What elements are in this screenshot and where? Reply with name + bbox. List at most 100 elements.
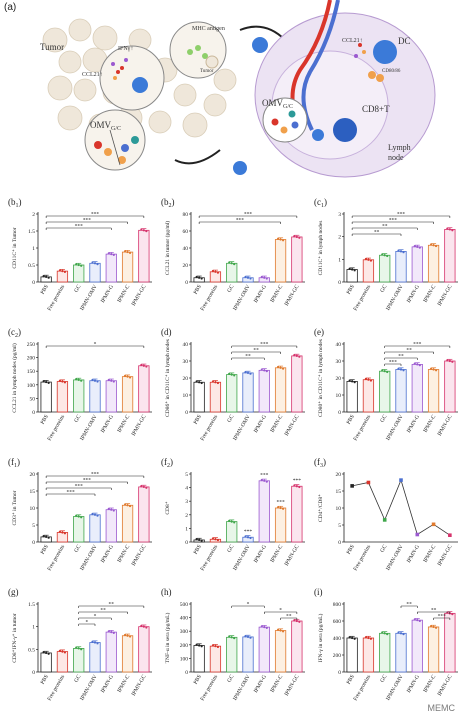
y-tick-label: 800 <box>333 602 342 608</box>
y-tick-label: 15 <box>30 489 36 495</box>
y-tick-label: 1 <box>185 526 188 532</box>
y-tick-label: 0 <box>32 280 35 286</box>
x-tick-label: IPMN-G <box>253 414 268 434</box>
bar <box>89 514 101 543</box>
data-point <box>80 379 83 382</box>
bar <box>274 630 287 673</box>
data-point <box>260 275 263 279</box>
significance-label: *** <box>276 500 285 506</box>
data-point <box>195 643 198 646</box>
line-point <box>431 522 436 527</box>
data-point <box>198 381 201 384</box>
data-point <box>279 629 282 632</box>
data-point <box>249 536 252 540</box>
data-point <box>42 275 45 278</box>
data-point <box>126 634 129 637</box>
y-tick-label: 400 <box>333 636 342 642</box>
x-tick-label: PBS <box>40 544 50 555</box>
y-axis-label: CD3⁺ in Tumor <box>11 490 18 525</box>
data-point <box>211 269 215 273</box>
data-point <box>112 380 115 383</box>
bar <box>209 381 222 413</box>
y-tick-label: 500 <box>180 602 189 608</box>
data-point <box>281 367 285 370</box>
data-point <box>110 379 113 382</box>
data-point <box>279 366 282 369</box>
bar <box>56 651 69 673</box>
data-point <box>413 244 416 248</box>
x-tick-label: GC <box>379 414 388 424</box>
data-point <box>353 637 356 640</box>
data-point <box>47 652 50 655</box>
data-point <box>80 264 83 267</box>
data-point <box>214 645 217 648</box>
data-point <box>110 631 113 634</box>
panel-label-e: (e) <box>314 327 324 337</box>
data-point <box>142 485 145 489</box>
bar <box>411 246 423 283</box>
bar <box>362 637 375 673</box>
data-point <box>47 536 50 539</box>
data-point <box>369 259 373 262</box>
data-point <box>418 364 421 367</box>
data-point <box>364 636 368 639</box>
data-point <box>281 507 285 510</box>
x-tick-label: PBS <box>40 284 50 295</box>
y-tick-label: 30 <box>183 359 189 365</box>
bar <box>395 369 407 413</box>
bar <box>56 532 69 543</box>
data-point <box>230 373 233 376</box>
x-tick-label: PBS <box>193 284 203 295</box>
line-point <box>448 533 452 537</box>
data-point <box>214 538 217 541</box>
data-point <box>47 381 50 384</box>
bar <box>242 372 254 413</box>
bar <box>105 380 117 413</box>
bar <box>258 369 270 413</box>
data-point <box>246 635 250 639</box>
data-point <box>367 636 370 640</box>
x-tick-label: PBS <box>40 414 50 425</box>
x-tick-label: Free proteins <box>353 674 373 702</box>
bar <box>226 636 238 673</box>
data-point <box>263 276 266 279</box>
data-point <box>293 235 296 238</box>
y-tick-label: 100 <box>27 383 36 389</box>
data-point <box>230 262 233 265</box>
significance-label: *** <box>244 211 253 217</box>
y-tick-label: 600 <box>333 619 342 625</box>
significance-label: ** <box>382 223 388 229</box>
x-tick-label: IPMN-C <box>269 674 284 694</box>
x-tick-label: IPMN-GC <box>284 544 301 567</box>
bar <box>427 244 440 283</box>
data-point <box>42 380 45 383</box>
data-point <box>110 508 113 511</box>
y-tick-label: 40 <box>183 342 189 348</box>
bar <box>89 642 101 673</box>
curved-arrow-icon <box>174 149 221 165</box>
data-point <box>107 507 110 510</box>
x-tick-label: GC <box>379 284 388 294</box>
data-point <box>402 633 405 636</box>
tumor-label: Tumor <box>40 42 64 52</box>
y-tick-label: 2 <box>185 513 188 519</box>
dc-cell-icon <box>233 161 247 175</box>
bar <box>209 271 222 283</box>
y-tick-label: 0 <box>185 540 188 546</box>
y-tick-label: 400 <box>180 616 189 622</box>
data-point <box>281 630 285 633</box>
data-point <box>228 261 231 264</box>
data-point <box>432 244 435 247</box>
data-point <box>107 252 110 255</box>
y-tick-label: 0.5 <box>28 647 35 653</box>
significance-label: *** <box>397 211 406 217</box>
x-tick-label: Free proteins <box>47 414 67 442</box>
bar <box>138 365 150 413</box>
data-point <box>45 380 48 384</box>
data-point <box>298 236 301 239</box>
y-axis-label: CCL21 in tumor (pg/ml) <box>164 221 171 275</box>
data-point <box>216 645 220 649</box>
x-tick-label: Free proteins <box>47 284 67 312</box>
data-point <box>145 365 148 368</box>
x-tick-label: IPMN-C <box>116 544 131 564</box>
